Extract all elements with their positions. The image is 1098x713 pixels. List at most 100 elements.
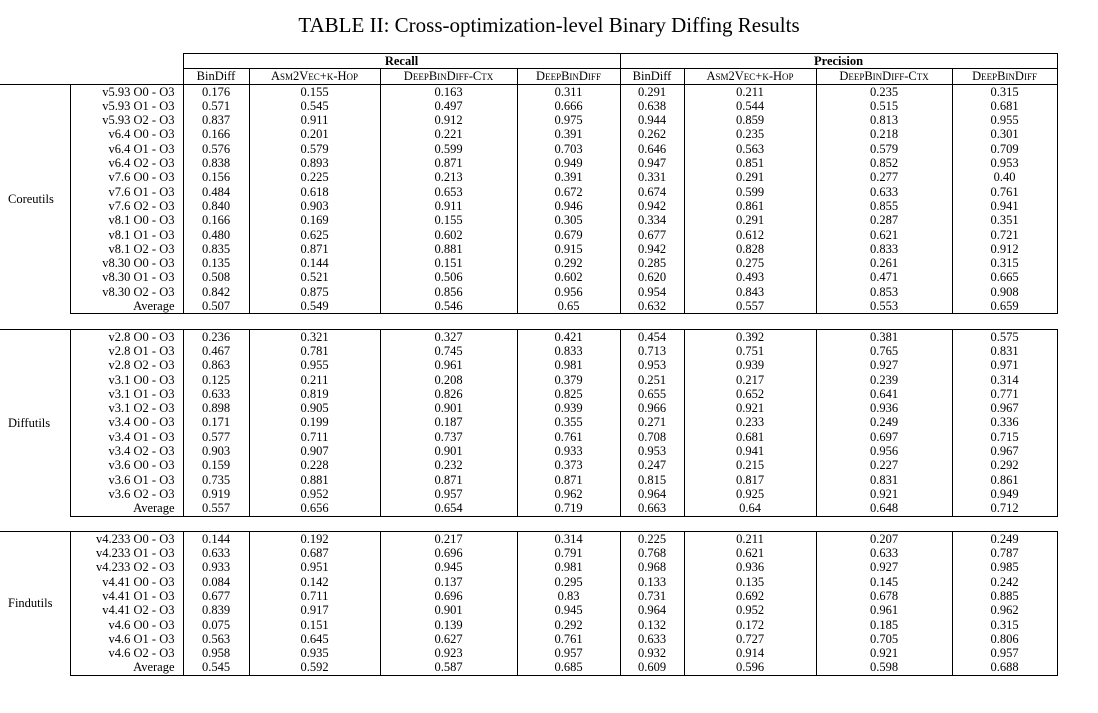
precision-cell: 0.287 xyxy=(816,213,953,228)
precision-cell: 0.967 xyxy=(952,401,1058,416)
precision-cell: 0.663 xyxy=(620,501,685,517)
recall-cell: 0.791 xyxy=(517,546,621,561)
precision-cell: 0.235 xyxy=(684,127,817,142)
table-row: v4.41 O2 - O3 0.839 0.917 0.901 0.945 0.964 0.… xyxy=(0,603,1058,618)
precision-cell: 0.261 xyxy=(816,256,953,271)
precision-cell: 0.833 xyxy=(816,241,953,257)
precision-cell: 0.962 xyxy=(952,603,1058,618)
precision-cell: 0.211 xyxy=(684,530,817,547)
table-row: v2.8 O2 - O3 0.863 0.955 0.961 0.981 0.953 0.9… xyxy=(0,358,1058,373)
precision-cell: 0.709 xyxy=(952,141,1058,157)
recall-cell: 0.871 xyxy=(517,472,621,487)
precision-cell: 0.985 xyxy=(952,560,1058,575)
precision-cell: 0.853 xyxy=(816,284,953,300)
table-row: v3.6 O2 - O3 0.919 0.952 0.957 0.962 0.964 0.9… xyxy=(0,486,1058,502)
recall-cell: 0.075 xyxy=(183,617,250,632)
recall-cell: 0.761 xyxy=(517,631,621,647)
config-cell: v4.41 O0 - O3 xyxy=(69,574,184,589)
precision-cell: 0.185 xyxy=(816,617,953,632)
table-row: v4.6 O1 - O3 0.563 0.645 0.627 0.761 0.633 0.7… xyxy=(0,631,1058,647)
precision-cell: 0.681 xyxy=(952,98,1058,114)
recall-cell: 0.933 xyxy=(517,444,621,459)
recall-cell: 0.946 xyxy=(517,198,621,214)
precision-cell: 0.861 xyxy=(684,198,817,214)
precision-cell: 0.828 xyxy=(684,241,817,257)
group-label: Findutils xyxy=(0,530,71,676)
table-body: Coreutils v5.93 O0 - O3 0.176 0.155 0.163 0.3… xyxy=(0,83,1058,676)
recall-cell: 0.901 xyxy=(380,401,518,416)
precision-cell: 0.949 xyxy=(952,486,1058,502)
precision-cell: 0.831 xyxy=(816,472,953,487)
recall-cell: 0.633 xyxy=(183,546,250,561)
precision-cell: 0.632 xyxy=(620,299,685,315)
config-cell: v8.1 O0 - O3 xyxy=(69,213,184,228)
config-cell: v3.1 O1 - O3 xyxy=(69,386,184,402)
precision-cell: 0.247 xyxy=(620,458,685,473)
recall-cell: 0.903 xyxy=(249,198,381,214)
recall-cell: 0.587 xyxy=(380,660,518,676)
precision-cell: 0.334 xyxy=(620,213,685,228)
table-row: v3.6 O0 - O3 0.159 0.228 0.232 0.373 0.247 0.2… xyxy=(0,458,1058,473)
precision-cell: 0.233 xyxy=(684,415,817,430)
precision-cell: 0.659 xyxy=(952,299,1058,315)
precision-cell: 0.751 xyxy=(684,343,817,359)
recall-cell: 0.837 xyxy=(183,113,250,128)
precision-cell: 0.291 xyxy=(684,170,817,185)
precision-cell: 0.579 xyxy=(816,141,953,157)
recall-cell: 0.951 xyxy=(249,560,381,575)
recall-cell: 0.737 xyxy=(380,429,518,445)
tool-header: DeepBinDiff-Ctx xyxy=(380,68,518,85)
precision-cell: 0.942 xyxy=(620,198,685,214)
header-row-tools: BinDiff Asm2Vec+k-Hop DeepBinDiff-Ctx De… xyxy=(0,68,1058,85)
group-label: Diffutils xyxy=(0,328,71,516)
table-row: v3.4 O2 - O3 0.903 0.907 0.901 0.933 0.953 0.9… xyxy=(0,444,1058,459)
table-row: v7.6 O2 - O3 0.840 0.903 0.911 0.946 0.942 0.8… xyxy=(0,198,1058,214)
precision-cell: 0.912 xyxy=(952,241,1058,257)
recall-cell: 0.602 xyxy=(517,270,621,285)
recall-cell: 0.881 xyxy=(380,241,518,257)
precision-cell: 0.596 xyxy=(684,660,817,676)
precision-cell: 0.621 xyxy=(684,546,817,561)
recall-cell: 0.703 xyxy=(517,141,621,157)
config-cell: v4.6 O1 - O3 xyxy=(69,631,184,647)
config-cell: v6.4 O1 - O3 xyxy=(69,141,184,157)
config-cell: v2.8 O1 - O3 xyxy=(69,343,184,359)
recall-cell: 0.627 xyxy=(380,631,518,647)
recall-cell: 0.945 xyxy=(380,560,518,575)
recall-cell: 0.826 xyxy=(380,386,518,402)
precision-cell: 0.851 xyxy=(684,156,817,171)
recall-cell: 0.825 xyxy=(517,386,621,402)
precision-cell: 0.493 xyxy=(684,270,817,285)
precision-cell: 0.831 xyxy=(952,343,1058,359)
recall-cell: 0.199 xyxy=(249,415,381,430)
config-cell: v3.1 O0 - O3 xyxy=(69,372,184,387)
recall-cell: 0.679 xyxy=(517,227,621,242)
precision-cell: 0.271 xyxy=(620,415,685,430)
precision-cell: 0.331 xyxy=(620,170,685,185)
precision-cell: 0.242 xyxy=(952,574,1058,589)
recall-cell: 0.546 xyxy=(380,299,518,315)
precision-cell: 0.392 xyxy=(684,328,817,344)
group-spacer-cell xyxy=(0,314,1057,329)
recall-cell: 0.480 xyxy=(183,227,250,242)
table-row: v4.6 O2 - O3 0.958 0.935 0.923 0.957 0.932 0.9… xyxy=(0,646,1058,661)
precision-cell: 0.620 xyxy=(620,270,685,285)
recall-cell: 0.912 xyxy=(380,113,518,128)
precision-cell: 0.553 xyxy=(816,299,953,315)
precision-cell: 0.705 xyxy=(816,631,953,647)
precision-cell: 0.249 xyxy=(952,530,1058,547)
recall-cell: 0.625 xyxy=(249,227,381,242)
table-caption: TABLE II: Cross-optimization-level Binar… xyxy=(298,13,800,37)
recall-cell: 0.654 xyxy=(380,501,518,517)
precision-cell: 0.235 xyxy=(816,83,953,99)
config-cell: v6.4 O2 - O3 xyxy=(69,156,184,171)
recall-cell: 0.159 xyxy=(183,458,250,473)
recall-cell: 0.142 xyxy=(249,574,381,589)
precision-cell: 0.291 xyxy=(620,83,685,99)
precision-cell: 0.275 xyxy=(684,256,817,271)
recall-cell: 0.125 xyxy=(183,372,250,387)
tool-header: DeepBinDiff xyxy=(517,68,621,85)
recall-cell: 0.391 xyxy=(517,127,621,142)
precision-cell: 0.315 xyxy=(952,83,1058,99)
precision-cell: 0.633 xyxy=(816,184,953,199)
